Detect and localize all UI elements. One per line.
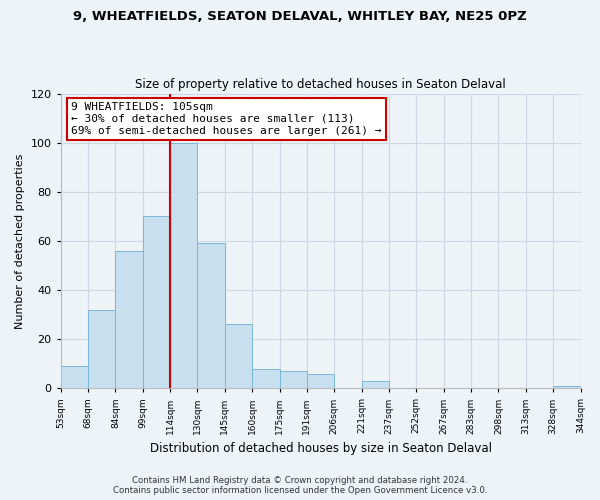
Bar [252,368,280,388]
Title: Size of property relative to detached houses in Seaton Delaval: Size of property relative to detached ho… [135,78,506,91]
Bar [170,142,197,388]
Bar [280,371,307,388]
X-axis label: Distribution of detached houses by size in Seaton Delaval: Distribution of detached houses by size … [149,442,491,455]
Text: 9 WHEATFIELDS: 105sqm
← 30% of detached houses are smaller (113)
69% of semi-det: 9 WHEATFIELDS: 105sqm ← 30% of detached … [71,102,382,136]
Bar [225,324,252,388]
Bar [307,374,334,388]
Bar [197,244,225,388]
Y-axis label: Number of detached properties: Number of detached properties [15,153,25,328]
Bar [115,250,143,388]
Bar [88,310,115,388]
Text: 9, WHEATFIELDS, SEATON DELAVAL, WHITLEY BAY, NE25 0PZ: 9, WHEATFIELDS, SEATON DELAVAL, WHITLEY … [73,10,527,23]
Bar [362,381,389,388]
Bar [143,216,170,388]
Bar [61,366,88,388]
Text: Contains HM Land Registry data © Crown copyright and database right 2024.
Contai: Contains HM Land Registry data © Crown c… [113,476,487,495]
Bar [553,386,581,388]
